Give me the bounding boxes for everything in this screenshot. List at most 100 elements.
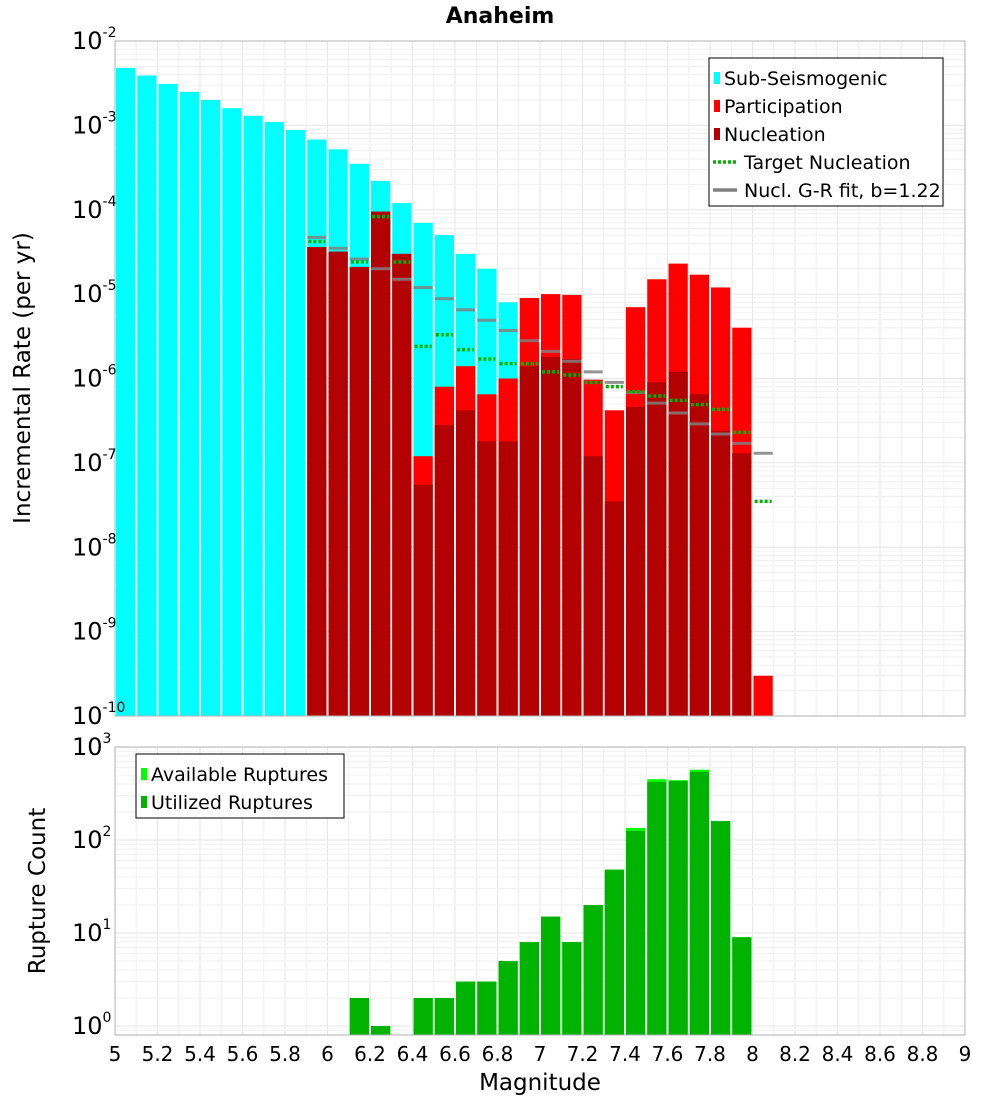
nucleation-bar xyxy=(349,266,369,716)
x-tick-label: 7 xyxy=(534,1042,547,1066)
top-y-tick-labels: 10-10 10-9 10-8 10-7 10-6 10-5 10-4 10-3 10-2 xyxy=(72,25,125,730)
y-tick-label: 10-8 xyxy=(72,531,117,561)
y-tick-label: 103 xyxy=(72,731,111,761)
nucleation-bar xyxy=(668,371,688,716)
x-tick-label: 8.2 xyxy=(779,1042,811,1066)
y-tick-label: 10-3 xyxy=(72,109,117,139)
legend-label: Sub-Seismogenic xyxy=(724,68,888,90)
legend-box xyxy=(135,753,345,819)
utilized-ruptures-bar xyxy=(562,942,582,1035)
nucleation-bar xyxy=(604,501,624,716)
participation-bar xyxy=(753,675,773,716)
x-tick-label: 5.2 xyxy=(142,1042,174,1066)
legend-swatch xyxy=(714,128,720,140)
utilized-ruptures-bar xyxy=(689,771,709,1035)
x-tick-label: 6.6 xyxy=(439,1042,471,1066)
x-axis-title: Magnitude xyxy=(479,1070,601,1096)
sub-seismogenic-bar xyxy=(158,83,178,716)
nucleation-bar xyxy=(647,382,667,716)
y-tick-label: 10-2 xyxy=(72,25,117,55)
nucleation-bar xyxy=(519,366,539,716)
nucleation-bar xyxy=(711,430,731,716)
sub-seismogenic-bar xyxy=(179,91,199,716)
nucleation-bar xyxy=(562,359,582,716)
nucleation-bar xyxy=(689,394,709,716)
top-legend: Sub-Seismogenic Participation Nucleation Ta… xyxy=(708,57,944,207)
legend-label: Nucleation xyxy=(724,124,826,146)
legend-label: Participation xyxy=(724,96,843,118)
top-lines xyxy=(307,214,773,504)
top-bars xyxy=(116,67,773,717)
sub-seismogenic-bar xyxy=(243,115,263,716)
legend-swatch xyxy=(714,100,720,112)
x-tick-label: 6.2 xyxy=(354,1042,386,1066)
nucleation-bar xyxy=(392,253,412,716)
legend-swatch xyxy=(714,72,720,84)
bottom-plot: 100 101 102 103 5 5.2 5.4 5.6 5.8 6 6.2 6.4 6.6 6.8 7… xyxy=(25,731,971,1096)
y-tick-label: 101 xyxy=(72,917,111,947)
utilized-ruptures-bar xyxy=(668,781,688,1035)
y-tick-label: 10-5 xyxy=(72,278,117,308)
top-plot: 10-10 10-9 10-8 10-7 10-6 10-5 10-4 10-3 10-2 In… xyxy=(10,25,966,730)
nucleation-bar xyxy=(477,441,497,716)
bottom-plot-frame xyxy=(114,746,966,1036)
x-tick-label: 7.2 xyxy=(567,1042,599,1066)
nucleation-bar xyxy=(456,410,476,716)
utilized-ruptures-bar xyxy=(647,782,667,1035)
x-tick-labels: 5 5.2 5.4 5.6 5.8 6 6.2 6.4 6.6 6.8 7 7.2 7.4 7.6 7.8 8… xyxy=(109,1042,972,1066)
legend-label: Nucl. G-R fit, b=1.22 xyxy=(744,180,941,202)
sub-seismogenic-bar xyxy=(137,75,157,717)
nucleation-bar xyxy=(626,406,646,716)
y-tick-label: 10-9 xyxy=(72,616,117,646)
x-tick-label: 7.4 xyxy=(609,1042,641,1066)
x-tick-label: 6 xyxy=(321,1042,334,1066)
utilized-ruptures-bar xyxy=(477,981,497,1035)
utilized-ruptures-bar xyxy=(371,1025,391,1035)
sub-seismogenic-bar xyxy=(222,108,242,717)
legend-label: Target Nucleation xyxy=(743,152,911,174)
x-tick-label: 5.8 xyxy=(269,1042,301,1066)
x-tick-label: 6.4 xyxy=(397,1042,429,1066)
bottom-legend: Available Ruptures Utilized Ruptures xyxy=(135,753,345,819)
utilized-ruptures-bar xyxy=(413,997,433,1035)
nucleation-bar xyxy=(498,441,518,716)
y-tick-label: 10-10 xyxy=(72,700,125,730)
nucleation-bar xyxy=(583,456,603,716)
utilized-ruptures-bar xyxy=(434,997,454,1035)
chart-title: Anaheim xyxy=(446,4,555,29)
y-tick-label: 10-7 xyxy=(72,447,117,477)
utilized-ruptures-bar xyxy=(583,904,603,1035)
legend-label: Available Ruptures xyxy=(151,764,328,786)
nucleation-bar xyxy=(541,356,561,716)
legend-swatch xyxy=(141,796,147,808)
top-y-axis-title: Incremental Rate (per yr) xyxy=(10,232,36,524)
utilized-ruptures-bar xyxy=(711,821,731,1035)
sub-seismogenic-bar xyxy=(201,99,221,717)
sub-seismogenic-bar xyxy=(286,130,306,717)
x-tick-label: 8.6 xyxy=(864,1042,896,1066)
utilized-ruptures-bar xyxy=(456,981,476,1035)
x-tick-label: 9 xyxy=(959,1042,972,1066)
sub-seismogenic-bar xyxy=(264,121,284,716)
x-tick-label: 6.8 xyxy=(482,1042,514,1066)
y-tick-label: 10-6 xyxy=(72,363,117,393)
nucleation-bar xyxy=(434,425,454,716)
utilized-ruptures-bar xyxy=(626,830,646,1035)
nucleation-bar xyxy=(371,211,391,716)
y-tick-label: 102 xyxy=(72,824,111,854)
nucleation-bar xyxy=(328,251,348,716)
bottom-bars xyxy=(349,769,752,1035)
x-tick-label: 8.8 xyxy=(907,1042,939,1066)
x-tick-label: 8.4 xyxy=(822,1042,854,1066)
legend-swatch xyxy=(141,768,147,780)
y-tick-label: 10-4 xyxy=(72,194,117,224)
sub-seismogenic-bar xyxy=(116,67,136,717)
utilized-ruptures-bar xyxy=(604,869,624,1035)
bottom-y-axis-title: Rupture Count xyxy=(25,808,51,974)
x-tick-label: 7.6 xyxy=(652,1042,684,1066)
bottom-y-tick-labels: 100 101 102 103 xyxy=(72,731,111,1040)
utilized-ruptures-bar xyxy=(732,937,752,1035)
utilized-ruptures-bar xyxy=(498,960,518,1035)
x-tick-label: 7.8 xyxy=(694,1042,726,1066)
